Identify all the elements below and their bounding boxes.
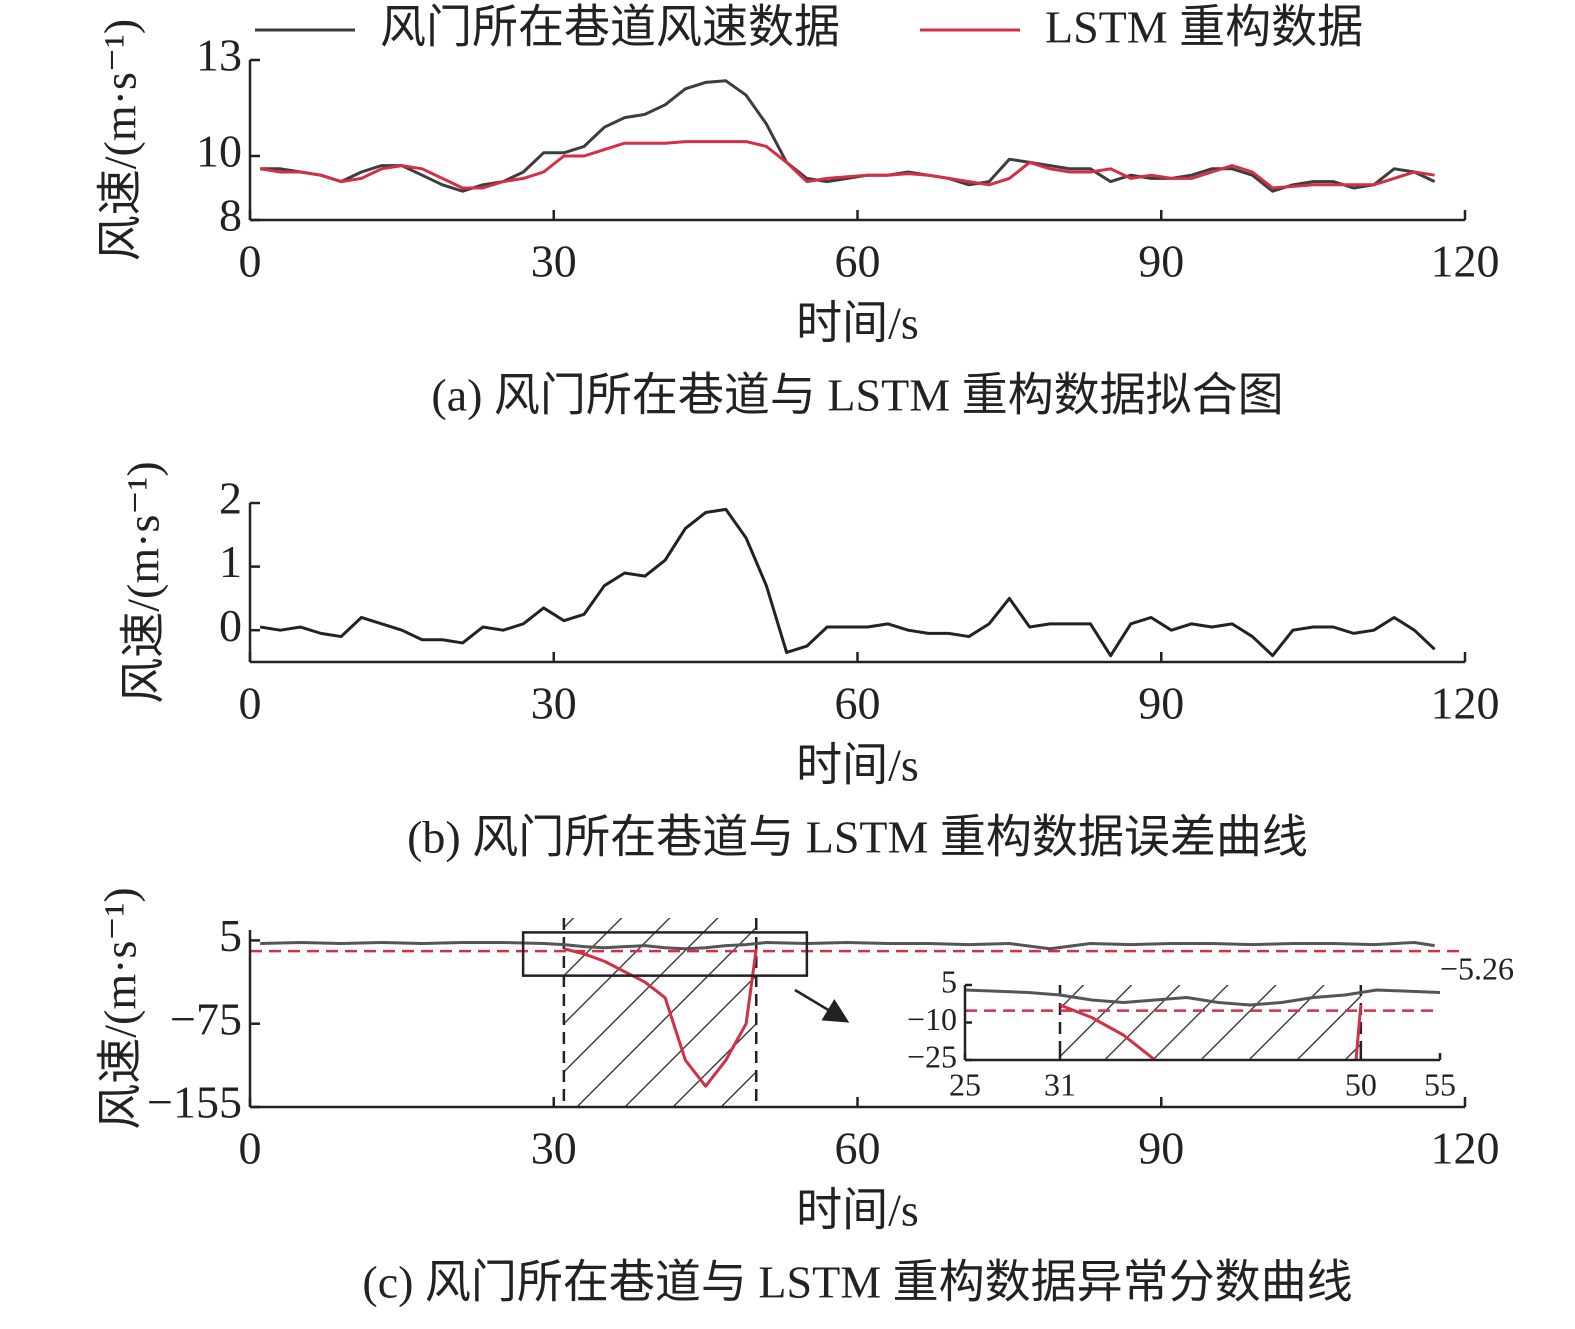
x-tick-label: 120 [1431,236,1500,287]
x-tick-label: 31 [1044,1066,1076,1102]
x-tick-label: 120 [1431,1123,1500,1174]
x-tick-label: 90 [1138,236,1184,287]
x-tick-label: 90 [1138,678,1184,729]
x-tick-label: 30 [531,1123,577,1174]
y-tick-label: −25 [907,1038,957,1074]
series-line [259,140,1435,190]
x-tick-label: 90 [1138,1123,1184,1174]
series-line [965,988,1440,1007]
x-tick-label: 60 [835,678,881,729]
y-axis-label: 风速/(m·s⁻¹) [118,461,169,704]
x-tick-label: 0 [239,1123,262,1174]
y-tick-label: 13 [196,30,242,81]
anomaly-region [1060,985,1361,1060]
legend-label: LSTM 重构数据 [1045,2,1363,53]
series-line [563,947,758,1088]
x-tick-label: 55 [1424,1066,1456,1102]
anomaly-region [563,918,757,1107]
x-axis-label: 时间/s [796,740,919,791]
caption: (c) 风门所在巷道与 LSTM 重构数据异常分数曲线 [362,1257,1352,1308]
x-tick-label: 60 [835,1123,881,1174]
x-tick-label: 30 [531,678,577,729]
y-tick-label: −155 [147,1077,242,1128]
zoom-arrow [794,988,850,1023]
zoom-box [521,931,809,977]
y-tick-label: −10 [907,1001,957,1037]
y-tick-label: 5 [219,910,242,961]
x-tick-label: 30 [531,236,577,287]
caption: (a) 风门所在巷道与 LSTM 重构数据拟合图 [431,370,1283,421]
y-tick-label: 10 [196,126,242,177]
y-tick-label: 8 [219,190,242,241]
legend-label: 风门所在巷道风速数据 [380,2,840,53]
series-line [1059,1003,1363,1060]
x-tick-label: 120 [1431,678,1500,729]
inset [965,985,1440,1060]
x-axis-label: 时间/s [796,1185,919,1236]
x-tick-label: 0 [239,678,262,729]
x-tick-label: 50 [1345,1066,1377,1102]
y-axis-label: 风速/(m·s⁻¹) [95,19,146,262]
series-line [260,79,1436,193]
threshold-label: −5.26 [1440,950,1514,986]
y-tick-label: 5 [941,963,957,999]
series-line [260,940,1435,951]
y-tick-label: 0 [219,600,242,651]
x-tick-label: 0 [239,236,262,287]
x-tick-label: 60 [835,236,881,287]
y-tick-label: 1 [219,536,242,587]
x-tick-label: 25 [949,1066,981,1102]
y-axis-label: 风速/(m·s⁻¹) [95,887,146,1130]
caption: (b) 风门所在巷道与 LSTM 重构数据误差曲线 [407,812,1308,863]
y-tick-label: −75 [170,993,242,1044]
y-tick-label: 2 [219,473,242,524]
series-line [259,507,1436,658]
x-axis-label: 时间/s [796,298,919,349]
